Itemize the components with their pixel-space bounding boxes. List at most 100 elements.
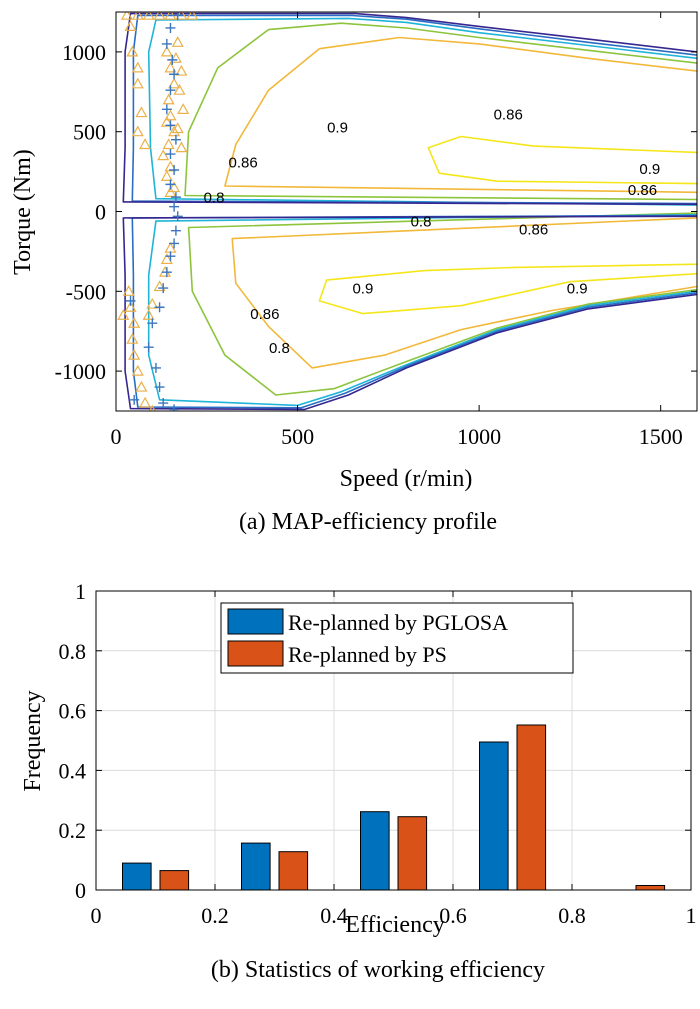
- plus-marker: [143, 342, 154, 353]
- triangle-marker: [173, 83, 186, 95]
- triangle-marker: [168, 125, 181, 137]
- plus-marker: [147, 318, 158, 329]
- contour-line-086-lower: [231, 217, 697, 369]
- plus-marker: [167, 54, 178, 65]
- x-tick-label-a: 500: [281, 424, 314, 449]
- triangle-marker: [142, 12, 155, 20]
- plus-marker: [150, 362, 161, 373]
- contour-label: 0.8: [269, 340, 290, 357]
- efficiency-contours: [122, 12, 697, 411]
- triangle-marker: [139, 138, 152, 150]
- contour-line-086-upper: [224, 36, 697, 194]
- plus-marker: [161, 104, 172, 115]
- contour-line-02-upper: [122, 12, 697, 206]
- triangle-marker: [128, 316, 141, 328]
- y-tick-label-a: 0: [95, 200, 106, 225]
- triangle-marker: [171, 122, 184, 134]
- triangle-marker: [122, 285, 135, 296]
- x-tick-label-a: 0: [111, 424, 122, 449]
- bar-ps: [159, 870, 190, 891]
- plus-marker: [129, 394, 140, 405]
- triangle-marker: [128, 348, 141, 360]
- x-tick-label-b: 0.8: [558, 903, 586, 928]
- plus-marker: [165, 85, 176, 96]
- x-tick-label-b: 1: [686, 903, 697, 928]
- contour-line-07-lower: [147, 213, 697, 407]
- contour-label: 0.9: [639, 161, 660, 178]
- contour-line-09-lower: [318, 263, 697, 315]
- y-tick-label-b: 0: [75, 878, 86, 903]
- contour-labels: 0.9 0.86 0.9 0.86 0.8 0.8 0.86 0.9 0.86 0.8 0.9 0.8…: [204, 107, 661, 357]
- contour-label: 0.9: [352, 281, 373, 298]
- contour-line-05-lower: [131, 214, 697, 409]
- y-tick-label-a: 500: [73, 120, 106, 145]
- plot-frame-b: [95, 590, 692, 891]
- contour-line-05-upper: [131, 14, 697, 205]
- contour-label: 0.9: [327, 119, 348, 136]
- legend-swatch-pglosa: [227, 608, 284, 635]
- plus-marker: [165, 251, 176, 262]
- triangle-marker: [153, 280, 166, 292]
- y-tick-label-b: 1: [75, 579, 86, 604]
- triangle-marker: [162, 93, 175, 105]
- caption-b: (b) Statistics of working efficiency: [211, 957, 545, 983]
- contour-label: 0.86: [628, 182, 657, 199]
- y-tick-label-b: 0.8: [59, 639, 87, 664]
- triangle-marker: [131, 125, 144, 137]
- y-axis-title-a: Torque (Nm): [10, 149, 36, 275]
- plus-marker: [154, 302, 165, 313]
- plus-marker: [125, 295, 136, 306]
- triangle-marker: [135, 106, 148, 118]
- triangle-marker: [120, 12, 133, 20]
- plus-marker: [161, 267, 172, 278]
- triangle-marker: [160, 253, 173, 264]
- contour-line-02-lower: [122, 215, 697, 411]
- y-tick-label-a: -500: [66, 279, 106, 304]
- y-tick-label-b: 0.2: [59, 818, 87, 843]
- x-tick-label-b: 0: [91, 903, 102, 928]
- histogram-bars: [122, 724, 666, 891]
- triangle-marker: [131, 77, 144, 89]
- plus-marker: [165, 120, 176, 131]
- triangle-marker: [131, 364, 144, 376]
- triangle-marker: [164, 61, 177, 73]
- bar-ps: [516, 724, 547, 891]
- x-tick-label-b: 0.2: [201, 903, 229, 928]
- plus-marker: [165, 179, 176, 190]
- triangle-marker: [164, 160, 177, 172]
- triangle-marker: [162, 138, 175, 150]
- triangle-marker: [142, 309, 155, 320]
- bar-ps: [397, 816, 428, 891]
- triangle-marker: [175, 64, 188, 76]
- contour-label: 0.86: [228, 155, 257, 172]
- legend-swatch-ps: [227, 640, 284, 667]
- efficiency-histogram-panel: 0 0.2 0.4 0.6 0.8 1 0 0.2 0.4 0.6 0.8 1 Re-planned …: [20, 579, 697, 983]
- legend-label-pglosa: Re-planned by PGLOSA: [288, 610, 508, 635]
- triangle-marker: [160, 115, 173, 127]
- legend: Re-planned by PGLOSA Re-planned by PS: [220, 602, 574, 674]
- triangle-marker: [160, 45, 173, 57]
- triangle-marker: [124, 20, 137, 31]
- triangle-marker: [169, 52, 182, 63]
- triangle-marker: [171, 36, 184, 47]
- contour-label: 0.8: [411, 214, 432, 231]
- plus-marker: [169, 165, 180, 176]
- operating-point-markers: [117, 12, 199, 411]
- plus-marker: [169, 69, 180, 80]
- plus-marker: [169, 404, 180, 411]
- y-tick-label-b: 0.4: [59, 758, 87, 783]
- x-tick-label-b: 0.6: [439, 903, 467, 928]
- plus-marker: [170, 225, 181, 236]
- plus-marker: [158, 398, 169, 409]
- plus-marker: [165, 149, 176, 160]
- plus-marker: [165, 22, 176, 33]
- triangle-marker: [131, 12, 144, 20]
- bar-ps: [635, 885, 666, 891]
- bar-pglosa: [479, 741, 509, 891]
- plus-marker: [154, 382, 165, 393]
- x-axis-title-a: Speed (r/min): [340, 466, 473, 492]
- triangle-marker: [160, 170, 173, 181]
- plus-marker: [170, 134, 181, 145]
- bar-ps: [278, 851, 309, 891]
